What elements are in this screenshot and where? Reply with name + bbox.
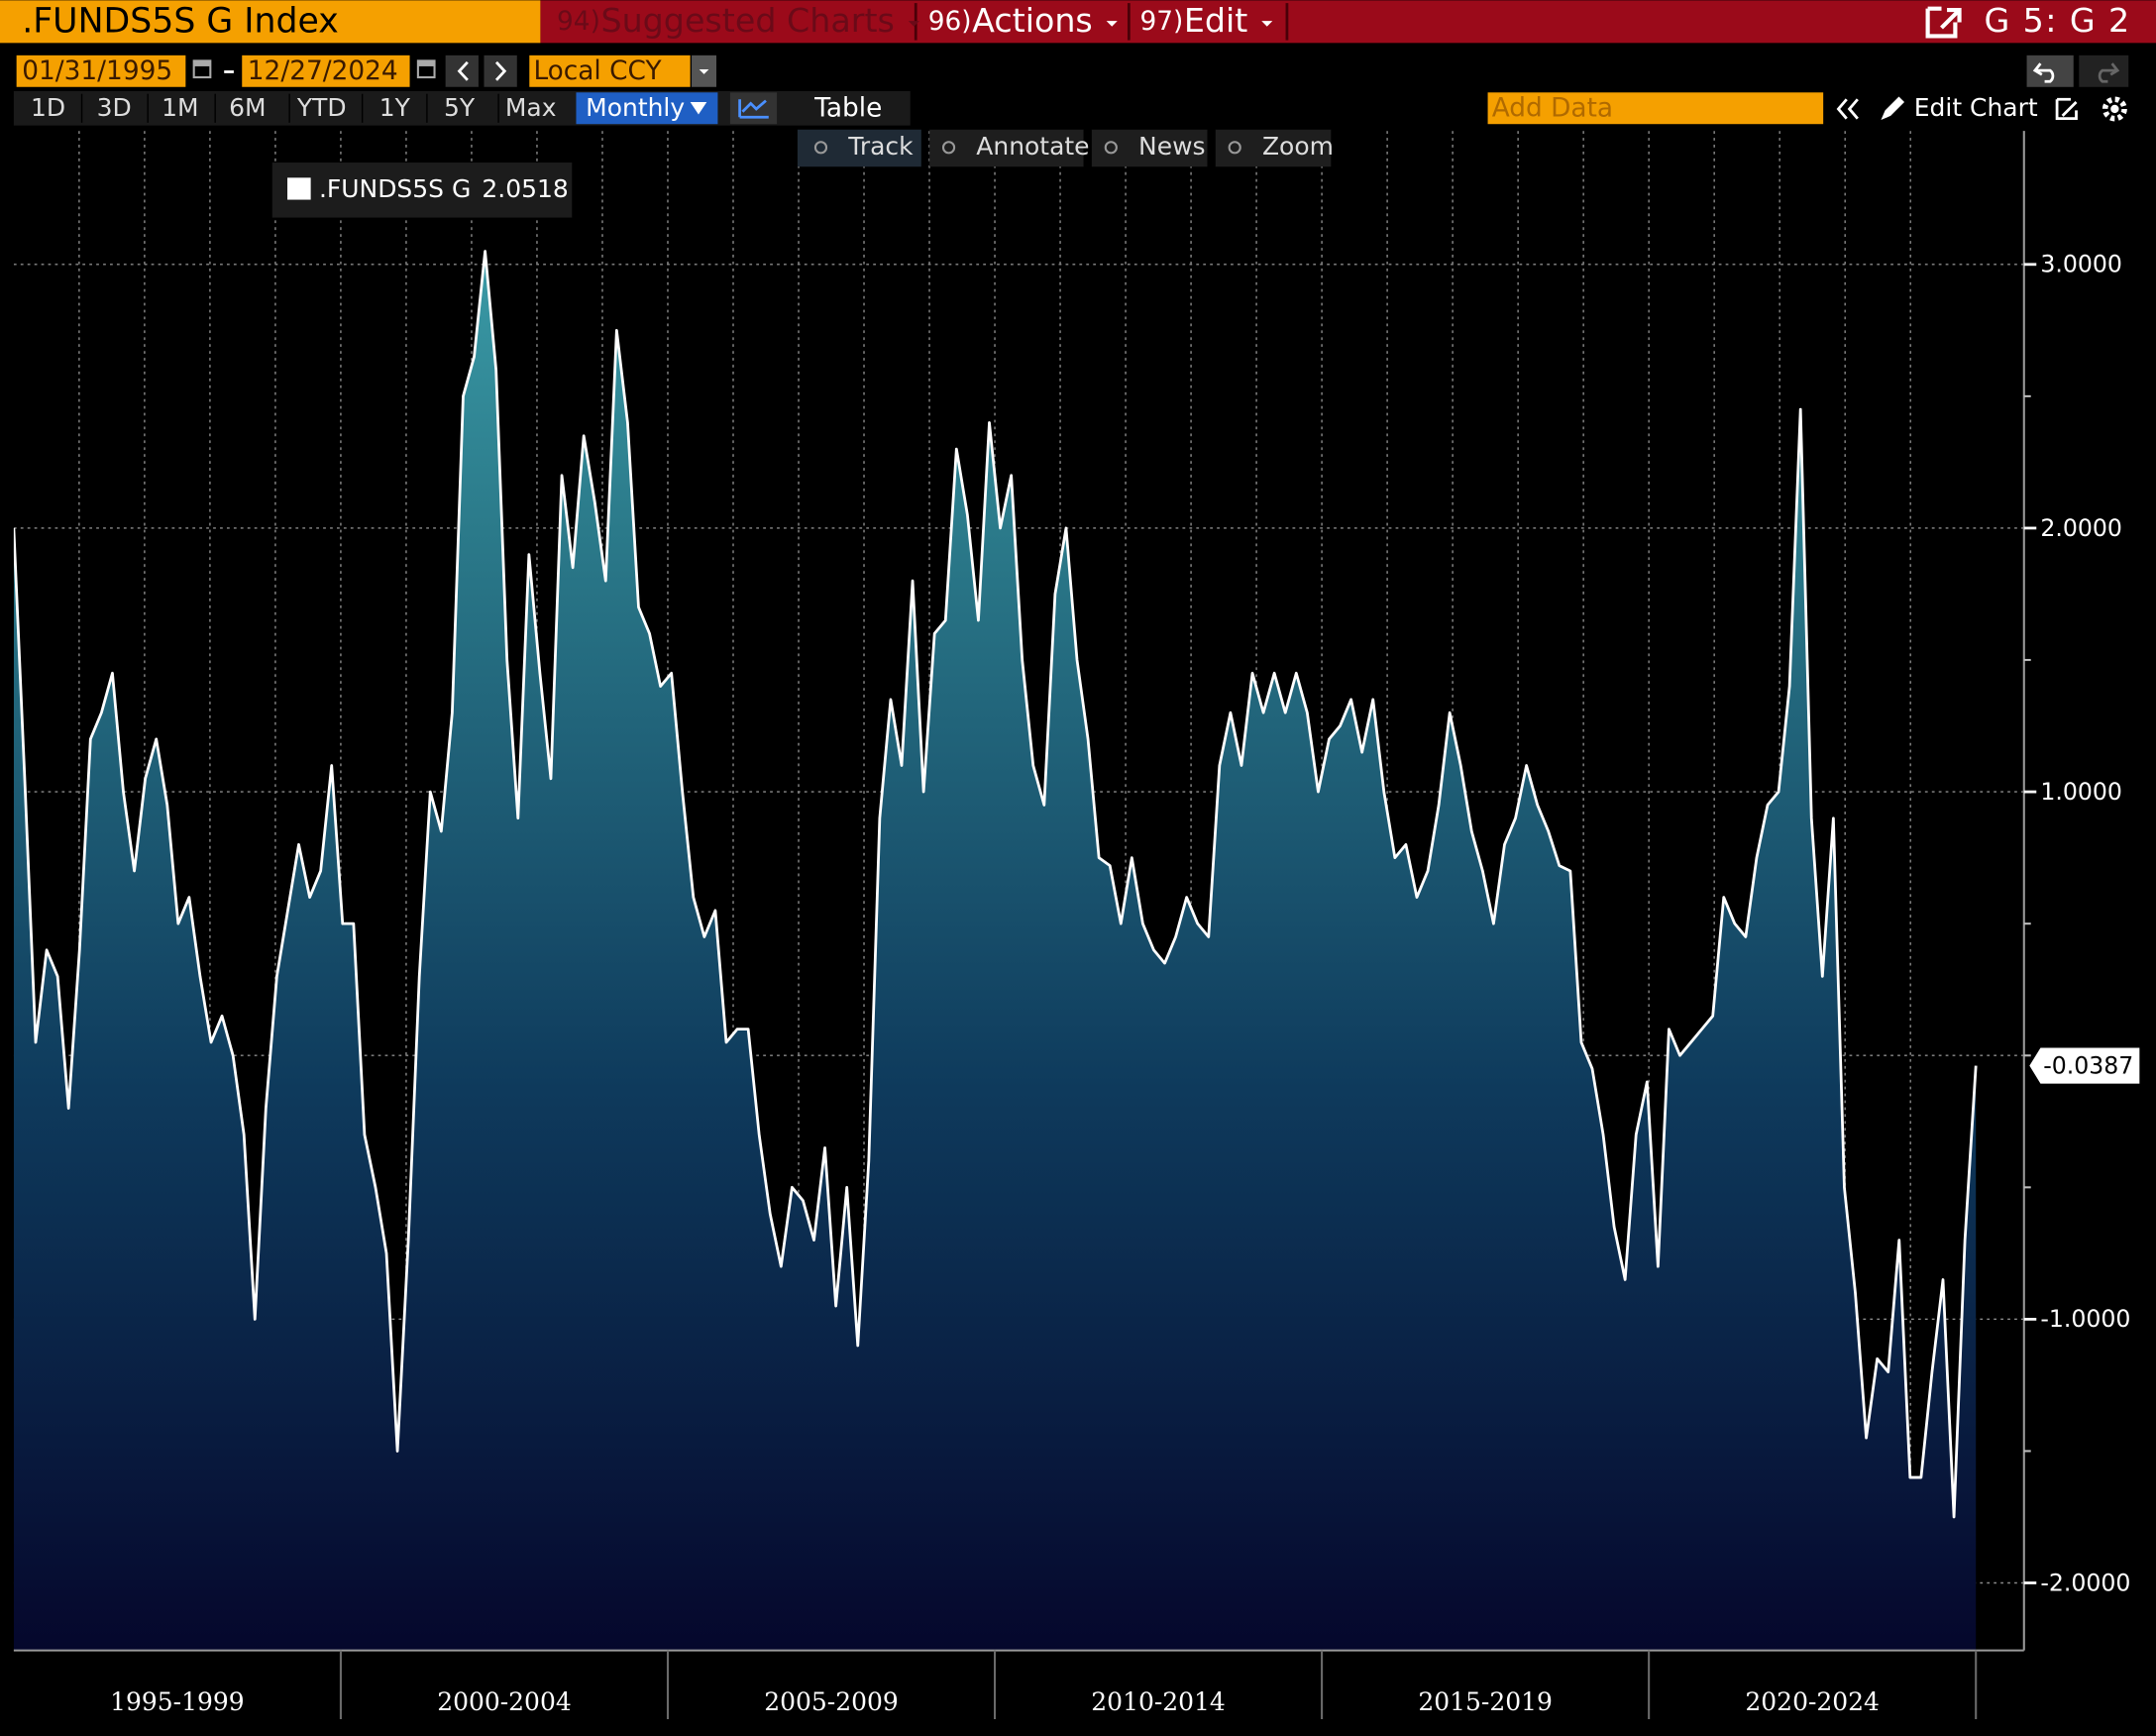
y-tick-label: 2.0000	[2040, 514, 2122, 542]
tool-icon	[1228, 141, 1241, 155]
x-tick-label: 2005-2009	[764, 1687, 899, 1716]
next-chevron	[494, 60, 507, 81]
chart-type-icon	[738, 99, 769, 119]
menu-separator	[1285, 3, 1289, 41]
pencil-icon	[1881, 96, 1905, 121]
y-tick-label: 3.0000	[2040, 251, 2122, 278]
add-data-box[interactable]	[1487, 92, 1824, 125]
end-date: 12/27/2024	[248, 56, 398, 86]
tool-label[interactable]: Zoom	[1262, 132, 1334, 161]
prev-chevron	[457, 60, 469, 81]
range-separator	[497, 93, 499, 123]
x-tick-label: 1995-1999	[110, 1687, 245, 1716]
range-separator	[288, 93, 290, 123]
start-date: 01/31/1995	[22, 56, 172, 86]
popout-icon[interactable]	[1925, 6, 1962, 39]
calendar-icon-top	[417, 60, 435, 66]
edit-chart-button[interactable]: Edit Chart	[1914, 93, 2038, 122]
currency-box[interactable]	[529, 54, 691, 87]
last-value-label: -0.0387	[2043, 1051, 2133, 1079]
date-dash	[224, 70, 234, 73]
legend-name: .FUNDS5S G	[319, 174, 471, 203]
start-date-box[interactable]	[16, 54, 186, 87]
plot-area	[13, 131, 2024, 1651]
add-data-placeholder: Add Data	[1492, 93, 1613, 123]
range-button[interactable]: 6M	[229, 93, 266, 122]
currency: Local CCY	[533, 56, 662, 86]
menu-label[interactable]: Actions	[972, 1, 1093, 40]
range-button[interactable]: YTD	[296, 93, 347, 122]
range-separator	[80, 93, 83, 123]
range-button[interactable]: 1M	[162, 93, 198, 122]
y-tick-label: 1.0000	[2040, 778, 2122, 806]
menu-label[interactable]: Suggested Charts	[600, 1, 894, 40]
security-box[interactable]	[0, 0, 541, 44]
menu-number[interactable]: 96)	[928, 7, 972, 37]
x-tick-label: 2015-2019	[1418, 1687, 1553, 1716]
menu-separator	[1127, 3, 1131, 41]
range-separator	[426, 93, 428, 123]
tool-label[interactable]: Annotate	[976, 132, 1089, 161]
frequency-box[interactable]	[576, 92, 718, 125]
last-value-box	[2029, 1047, 2140, 1084]
settings-icon[interactable]	[2102, 96, 2127, 122]
tool-label[interactable]: Track	[847, 132, 914, 161]
edit-icon[interactable]	[2055, 97, 2078, 121]
legend-box	[271, 163, 573, 218]
tool-button[interactable]	[1215, 129, 1332, 167]
redo-icon	[2098, 62, 2120, 83]
range-button[interactable]: Max	[505, 93, 557, 122]
range-button[interactable]: 3D	[97, 93, 132, 122]
range-button[interactable]: 1Y	[379, 93, 411, 122]
y-tick-label: -1.0000	[2040, 1305, 2130, 1333]
security-name: .FUNDS5S G Index	[22, 2, 339, 42]
tool-icon	[941, 141, 956, 155]
frequency-arrow	[690, 102, 707, 115]
header-bar	[540, 0, 2156, 44]
prev-button[interactable]	[445, 54, 479, 87]
tool-button[interactable]	[797, 129, 921, 167]
settings-icon-core	[2110, 104, 2119, 114]
menu-label[interactable]: Edit	[1184, 1, 1247, 40]
dropdown-arrow	[1261, 21, 1273, 27]
frequency: Monthly	[586, 93, 685, 122]
legend-value: 2.0518	[482, 174, 568, 203]
y-tick-label: -2.0000	[2040, 1569, 2130, 1596]
range-separator	[147, 93, 149, 123]
menu-number[interactable]: 94)	[557, 7, 600, 37]
tool-label[interactable]: News	[1138, 132, 1205, 161]
next-button[interactable]	[484, 54, 517, 87]
range-separator	[214, 93, 216, 123]
range-button[interactable]: 1D	[31, 93, 65, 122]
collapse-icon[interactable]	[1836, 98, 1859, 120]
x-tick-label: 2020-2024	[1745, 1687, 1880, 1716]
tool-button[interactable]	[1091, 129, 1208, 167]
table-button[interactable]: Table	[813, 93, 882, 123]
calendar-icon-top	[193, 60, 211, 66]
dropdown-arrow	[699, 69, 709, 74]
undo-icon	[2032, 62, 2055, 83]
x-tick-label: 2010-2014	[1091, 1687, 1226, 1716]
legend-swatch	[287, 177, 311, 200]
range-separator	[361, 93, 364, 123]
range-button[interactable]: 5Y	[444, 93, 476, 122]
menu-number[interactable]: 97)	[1139, 7, 1183, 37]
tool-icon	[1104, 141, 1118, 155]
window-id: G 5: G 2	[1985, 1, 2131, 40]
dropdown-arrow	[1106, 21, 1118, 27]
tool-icon	[813, 141, 828, 155]
series-line	[13, 250, 1978, 1519]
x-tick-label: 2000-2004	[437, 1687, 572, 1716]
end-date-box[interactable]	[242, 54, 410, 87]
dropdown-arrow	[908, 21, 919, 27]
chart-type-button[interactable]	[729, 92, 778, 125]
